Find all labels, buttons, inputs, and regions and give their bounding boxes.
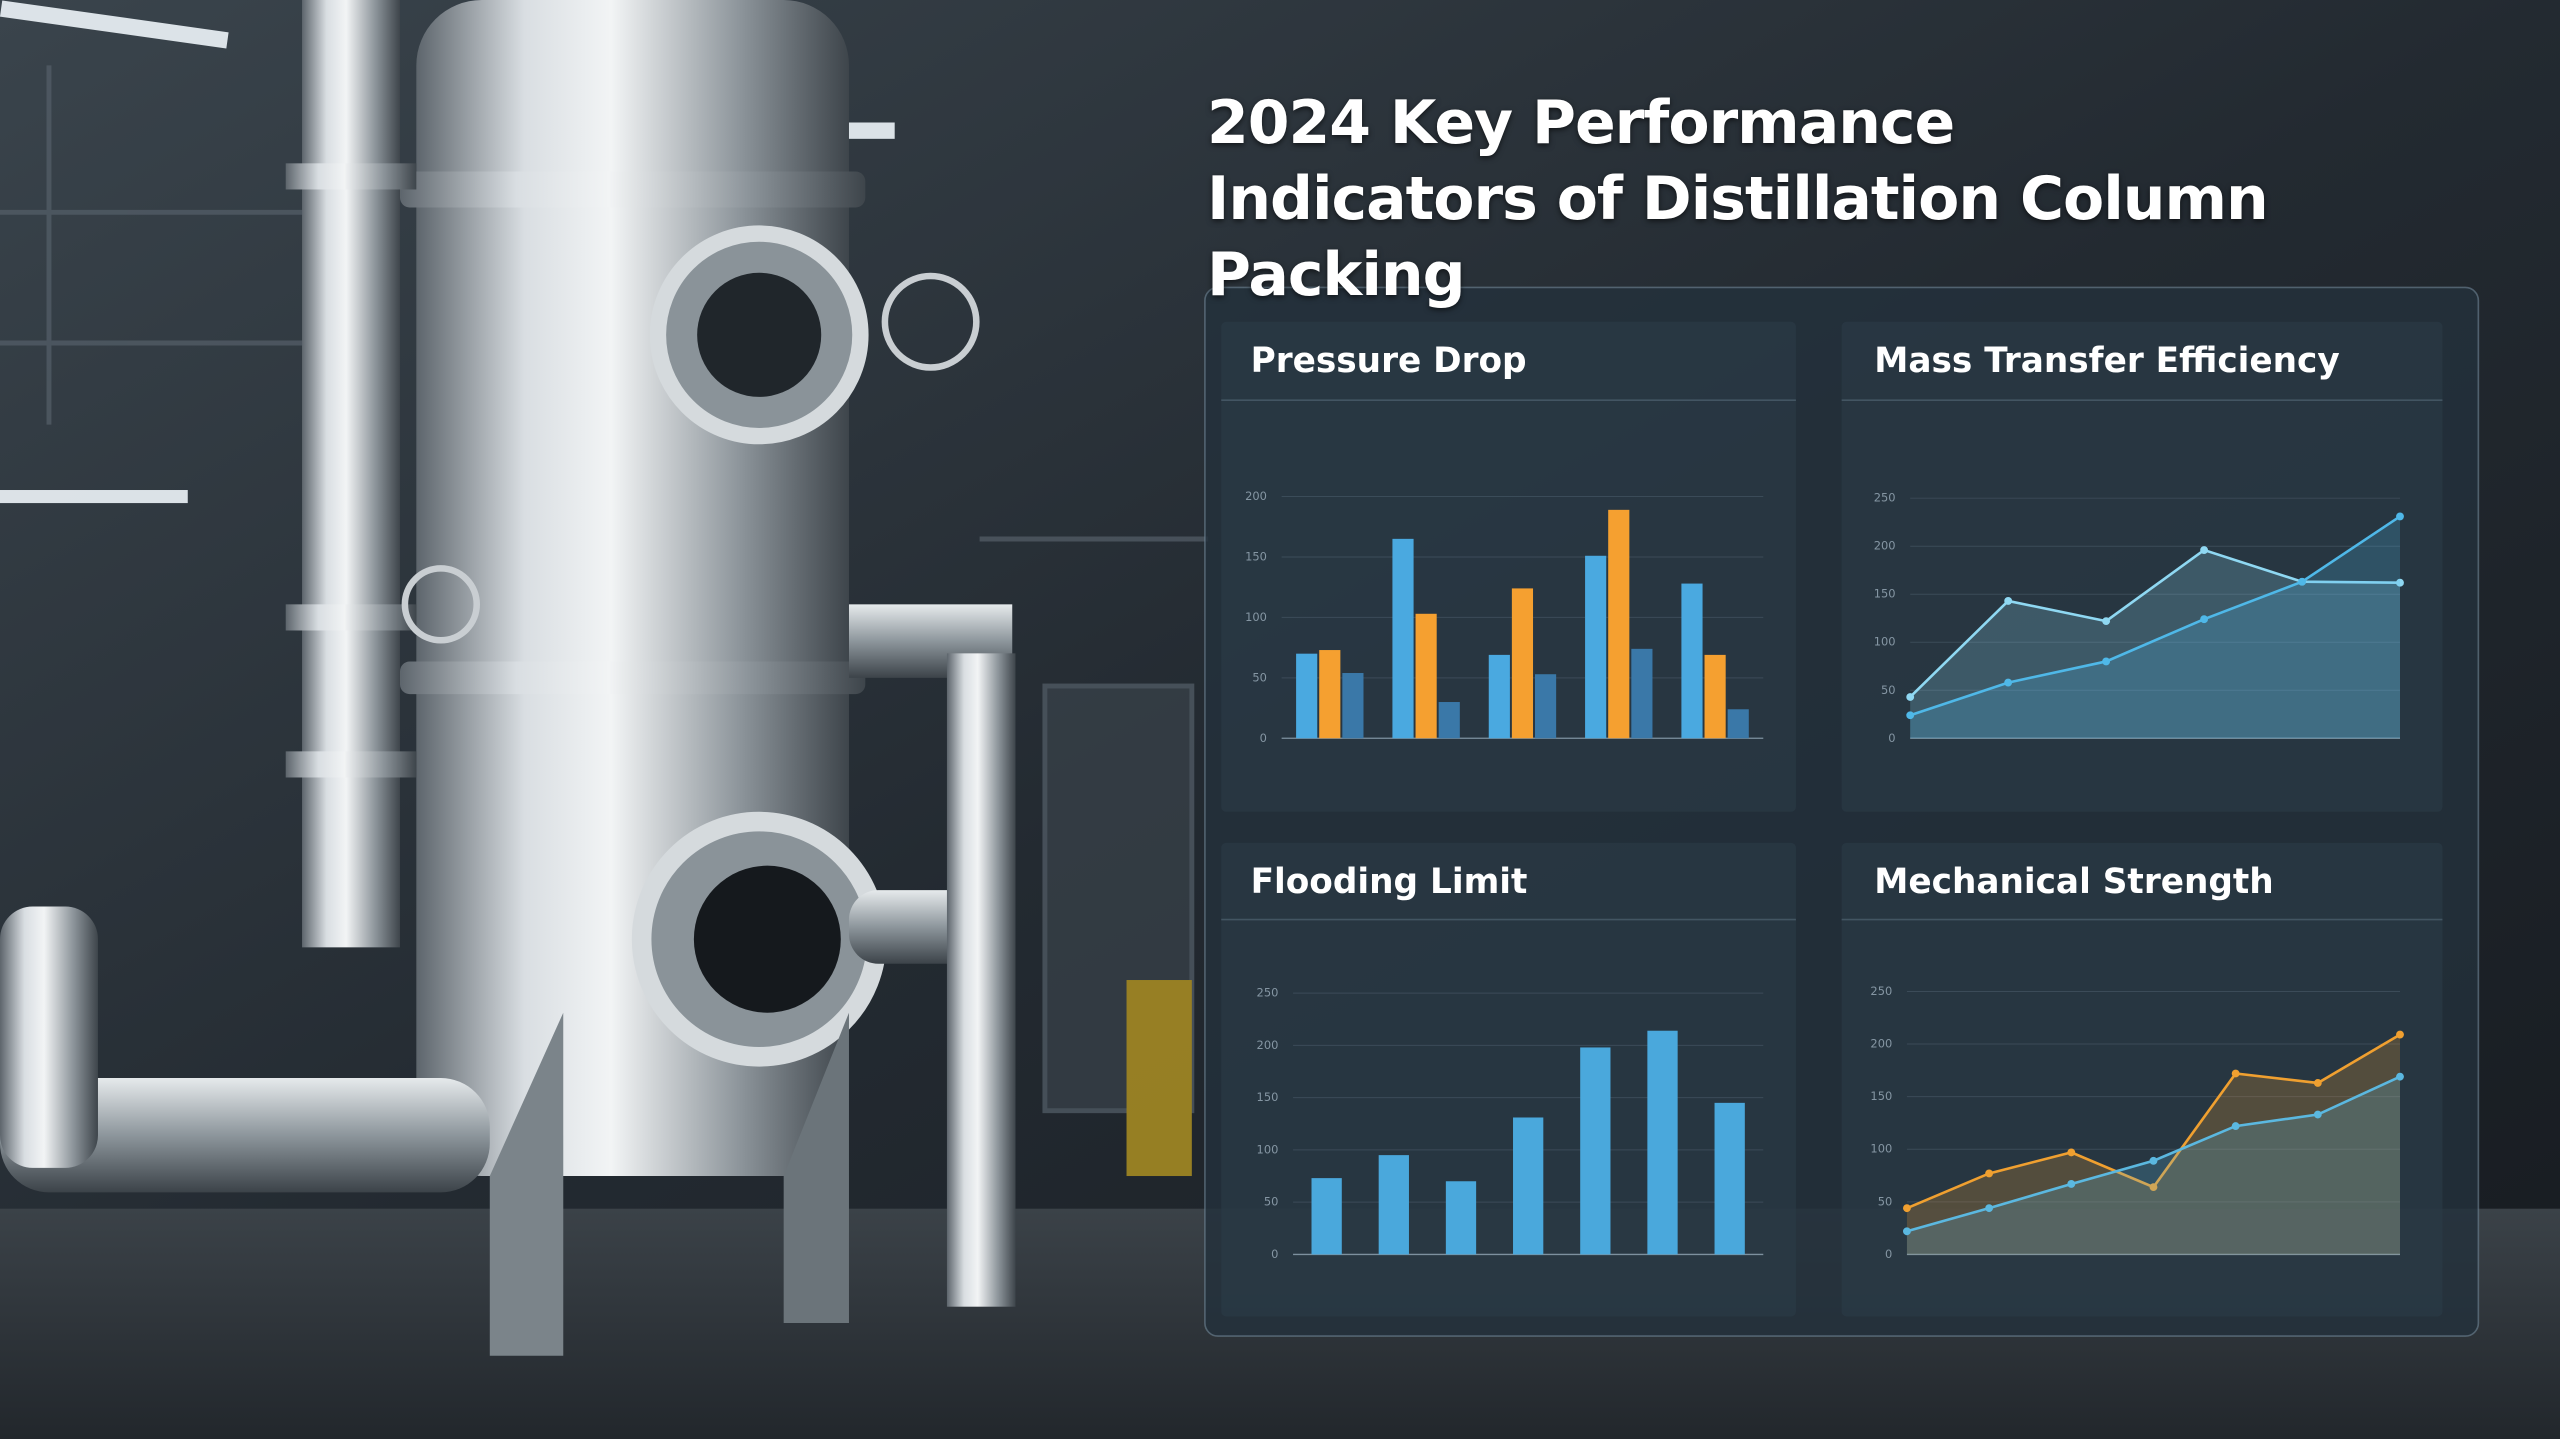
bar (1415, 613, 1437, 739)
point (2396, 578, 2404, 587)
bar (1445, 1181, 1477, 1255)
panel-title: Mass Transfer Efficiency (1874, 341, 2339, 381)
y-tick-label: 200 (1870, 1037, 1892, 1051)
bar (1714, 1102, 1745, 1255)
y-tick-label: 100 (1257, 1142, 1279, 1156)
point (2149, 1183, 2158, 1192)
point (2004, 678, 2013, 687)
point (2396, 1072, 2404, 1081)
y-tick-label: 100 (1870, 1142, 1892, 1156)
y-tick-label: 0 (1888, 731, 1895, 745)
point (2298, 577, 2306, 586)
bar (1488, 654, 1510, 739)
point (2200, 615, 2208, 624)
point (2396, 512, 2404, 521)
panel-title: Flooding Limit (1251, 862, 1528, 902)
point (2313, 1079, 2322, 1087)
bar (1342, 673, 1364, 739)
line (1909, 548, 2401, 698)
y-tick-label: 200 (1874, 539, 1896, 553)
y-tick-label: 50 (1264, 1195, 1279, 1209)
bar (1727, 709, 1749, 739)
distillation-column (0, 0, 1016, 1356)
point (2231, 1069, 2240, 1078)
bar (1534, 674, 1557, 739)
line (1909, 515, 2401, 717)
point (1906, 693, 1915, 701)
y-tick-label: 50 (1252, 670, 1267, 684)
area (1910, 550, 2400, 739)
point (2396, 1030, 2404, 1039)
y-tick-label: 0 (1271, 1247, 1278, 1261)
point (2149, 1156, 2158, 1165)
point (2313, 1110, 2322, 1119)
y-tick-label: 150 (1245, 549, 1267, 563)
area (1910, 516, 2400, 739)
bar (1704, 654, 1726, 739)
y-tick-label: 150 (1870, 1089, 1892, 1103)
area (1906, 1034, 2400, 1255)
y-tick-label: 0 (1885, 1247, 1892, 1261)
bar (1631, 648, 1653, 739)
point (1903, 1204, 1911, 1213)
bar (1392, 538, 1414, 739)
bar (1511, 588, 1534, 739)
y-tick-label: 150 (1874, 587, 1896, 601)
charts: Pressure Drop 0 50 100 150 200 Mass Transfer E… (1245, 341, 2404, 1261)
point (2102, 617, 2111, 626)
bar (1296, 653, 1318, 739)
point (1985, 1169, 1994, 1178)
bar (1311, 1178, 1342, 1255)
point (2067, 1180, 2076, 1188)
point (1906, 711, 1915, 720)
point (2231, 1122, 2240, 1131)
point (2067, 1148, 2076, 1157)
y-tick-label: 50 (1878, 1194, 1893, 1208)
y-tick-label: 200 (1257, 1038, 1279, 1052)
bar (1438, 702, 1460, 739)
point (2102, 657, 2111, 666)
y-tick-label: 150 (1257, 1090, 1279, 1104)
bar (1681, 583, 1703, 739)
point (2200, 546, 2208, 554)
point (1985, 1204, 1994, 1213)
y-tick-label: 100 (1874, 635, 1896, 649)
page-title: 2024 Key Performance Indicators of Disti… (1207, 88, 2269, 310)
y-tick-label: 50 (1881, 683, 1896, 697)
bar (1608, 509, 1630, 739)
y-tick-label: 200 (1245, 489, 1267, 503)
bar (1378, 1155, 1409, 1255)
point (1903, 1227, 1911, 1236)
panel-title: Mechanical Strength (1874, 862, 2273, 902)
panel-title: Pressure Drop (1251, 341, 1527, 381)
y-tick-label: 0 (1260, 731, 1267, 745)
bar (1319, 650, 1341, 739)
bar (1580, 1047, 1611, 1255)
bar (1585, 555, 1607, 739)
y-tick-label: 100 (1245, 610, 1267, 624)
y-tick-label: 250 (1870, 984, 1892, 998)
y-tick-label: 250 (1257, 986, 1279, 1000)
bar (1647, 1030, 1678, 1255)
point (2004, 597, 2013, 605)
bar (1513, 1117, 1544, 1255)
y-tick-label: 250 (1874, 491, 1896, 505)
